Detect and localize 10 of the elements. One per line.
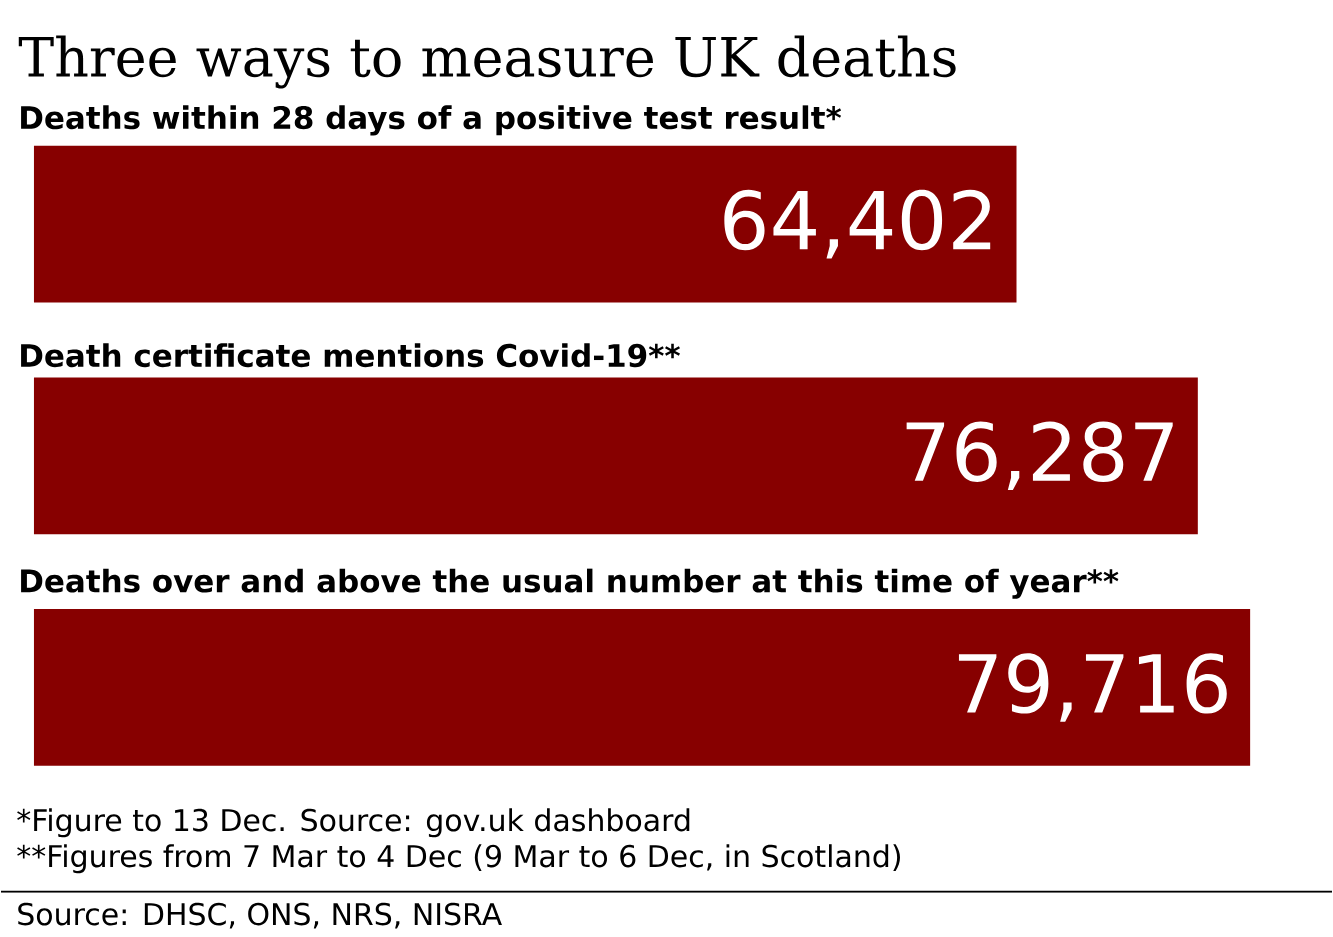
text: **Figures from 7 Mar to 4 Dec (9 Mar to 6 Dec, in Scotland) bbox=[17, 844, 900, 874]
data-label: 79,716 bbox=[958, 653, 1227, 722]
y-tick-label: Deaths within 28 days of a positive test result* bbox=[21, 105, 842, 136]
text: *Figure to 13 Dec. Source: gov.uk dashboard bbox=[17, 808, 690, 838]
text: Three ways to measure UK deaths bbox=[18, 35, 956, 89]
y-tick-label: Deaths over and above the usual number at this time of year** bbox=[21, 568, 1119, 600]
y-tick-label: Death certificate mentions Covid-19** bbox=[21, 343, 680, 368]
data-label: 76,287 bbox=[906, 421, 1173, 491]
source-note: Source: DHSC, ONS, NRS, NISRA bbox=[18, 902, 502, 929]
data-label: 64,402 bbox=[724, 190, 991, 259]
